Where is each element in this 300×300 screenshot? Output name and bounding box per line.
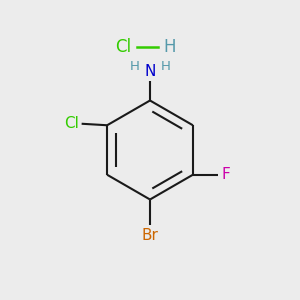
Text: F: F (221, 167, 230, 182)
Text: H: H (130, 59, 139, 73)
Text: Cl: Cl (64, 116, 79, 131)
Text: Br: Br (142, 228, 158, 243)
Text: N: N (144, 64, 156, 80)
Text: H: H (161, 59, 170, 73)
Text: H: H (163, 38, 176, 56)
Text: Cl: Cl (115, 38, 131, 56)
